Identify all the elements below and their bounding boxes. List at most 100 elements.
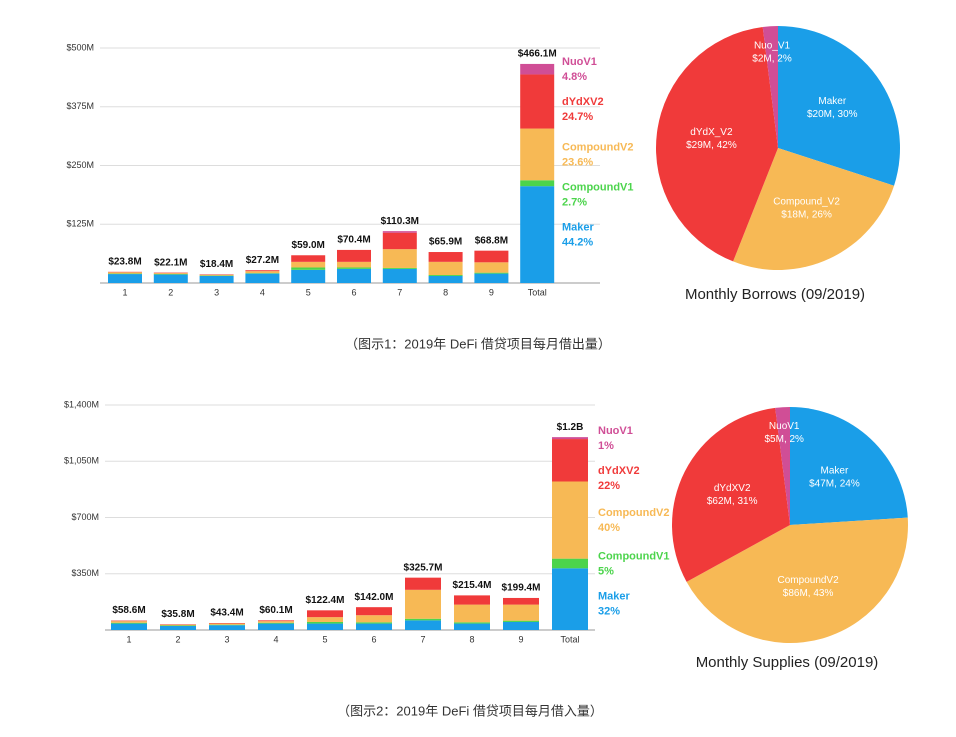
- total-bar-segment: [520, 74, 554, 128]
- legend-share: 40%: [598, 522, 620, 534]
- total-label: $110.3M: [381, 216, 419, 227]
- bar-segment: [429, 252, 463, 262]
- bar-segment: [209, 624, 245, 625]
- bar-segment: [454, 595, 490, 604]
- bar-segment: [111, 623, 147, 624]
- pie-value-label: $5M, 2%: [764, 434, 804, 445]
- bar-segment: [307, 622, 343, 624]
- legend-name: Maker: [562, 221, 595, 233]
- bar-segment: [258, 624, 294, 630]
- bar-segment: [337, 250, 371, 262]
- bar-segment: [200, 275, 234, 276]
- bar-segment: [503, 598, 539, 605]
- bar-segment: [111, 624, 147, 630]
- pie-label: Maker: [818, 96, 846, 107]
- x-tick-label: 9: [489, 287, 494, 297]
- bar-segment: [474, 274, 508, 283]
- bar-segment: [258, 621, 294, 623]
- pie-label: Maker: [821, 465, 849, 476]
- bar-segment: [258, 620, 294, 621]
- total-bar-segment: [552, 482, 588, 559]
- legend-share: 32%: [598, 605, 620, 617]
- x-tick-label: 1: [126, 634, 131, 644]
- bar-segment: [258, 623, 294, 624]
- bar-segment: [383, 268, 417, 269]
- legend-name: CompoundV1: [562, 181, 634, 193]
- total-label: $70.4M: [337, 235, 370, 246]
- total-label: $18.4M: [200, 259, 233, 270]
- pie-label: dYdX_V2: [690, 127, 733, 138]
- total-bar-segment: [520, 186, 554, 283]
- bar-segment: [111, 621, 147, 622]
- legend-name: NuoV1: [562, 56, 597, 68]
- bar-segment: [245, 271, 279, 273]
- x-tick-label: 4: [273, 634, 278, 644]
- bar-segment: [503, 605, 539, 621]
- bar-segment: [245, 274, 279, 283]
- total-label: $215.4M: [453, 580, 492, 591]
- x-tick-label: 4: [260, 287, 265, 297]
- pie-label: Nuo_V1: [754, 41, 791, 52]
- legend-share: 2.7%: [562, 196, 587, 208]
- bar-segment: [474, 273, 508, 274]
- total-label: $466.1M: [518, 49, 557, 60]
- bar-segment: [429, 276, 463, 283]
- caption: （图示1：2019年 DeFi 借贷项目每月借出量）: [345, 336, 611, 351]
- total-label: $1.2B: [557, 422, 584, 433]
- bar-segment: [474, 262, 508, 272]
- y-tick-label: $125M: [66, 219, 94, 229]
- x-tick-label: 3: [214, 287, 219, 297]
- y-tick-label: $1,050M: [64, 456, 99, 466]
- legend-share: 4.8%: [562, 71, 587, 83]
- total-label: $325.7M: [404, 562, 443, 573]
- x-tick-label: 6: [371, 634, 376, 644]
- total-bar-segment: [520, 129, 554, 181]
- bar-segment: [337, 262, 371, 268]
- bar-segment: [337, 267, 371, 268]
- bar-segment: [154, 275, 188, 283]
- pie-value-label: $29M, 42%: [686, 140, 737, 151]
- legend-share: 1%: [598, 440, 614, 452]
- bar-segment: [307, 617, 343, 622]
- legend-share: 23.6%: [562, 156, 593, 168]
- total-label: $58.6M: [112, 605, 145, 616]
- bar-segment: [200, 276, 234, 283]
- bar-segment: [429, 262, 463, 275]
- total-bar-segment: [520, 180, 554, 186]
- total-label: $22.1M: [154, 257, 187, 268]
- bar-segment: [383, 269, 417, 283]
- legend-share: 44.2%: [562, 236, 593, 248]
- bar-segment: [405, 578, 441, 590]
- bar-segment: [356, 624, 392, 630]
- caption: （图示2：2019年 DeFi 借贷项目每月借入量）: [337, 703, 603, 718]
- x-tick-label: 8: [443, 287, 448, 297]
- pie-label: CompoundV2: [778, 575, 840, 586]
- total-bar-segment: [552, 559, 588, 569]
- bar-segment: [405, 619, 441, 621]
- x-tick-label: 8: [469, 634, 474, 644]
- total-bar-segment: [552, 439, 588, 481]
- legend-name: CompoundV2: [562, 141, 634, 153]
- total-label: $199.4M: [502, 583, 541, 594]
- bar-segment: [291, 267, 325, 269]
- total-label: $59.0M: [292, 240, 325, 251]
- x-tick-label: 5: [306, 287, 311, 297]
- total-label: $35.8M: [161, 609, 194, 620]
- bar-segment: [383, 231, 417, 233]
- bar-segment: [503, 621, 539, 622]
- bar-segment: [337, 269, 371, 283]
- total-bar-segment: [520, 64, 554, 75]
- bar-segment: [429, 275, 463, 276]
- bar-segment: [291, 255, 325, 262]
- legend-name: CompoundV1: [598, 550, 670, 562]
- bar-segment: [209, 625, 245, 630]
- bar-segment: [356, 607, 392, 615]
- bar-segment: [291, 270, 325, 283]
- bar-segment: [108, 272, 142, 273]
- x-tick-label: 2: [168, 287, 173, 297]
- legend-name: CompoundV2: [598, 507, 670, 519]
- legend-share: 22%: [598, 480, 620, 492]
- total-label: $23.8M: [108, 256, 141, 267]
- bar-segment: [307, 624, 343, 630]
